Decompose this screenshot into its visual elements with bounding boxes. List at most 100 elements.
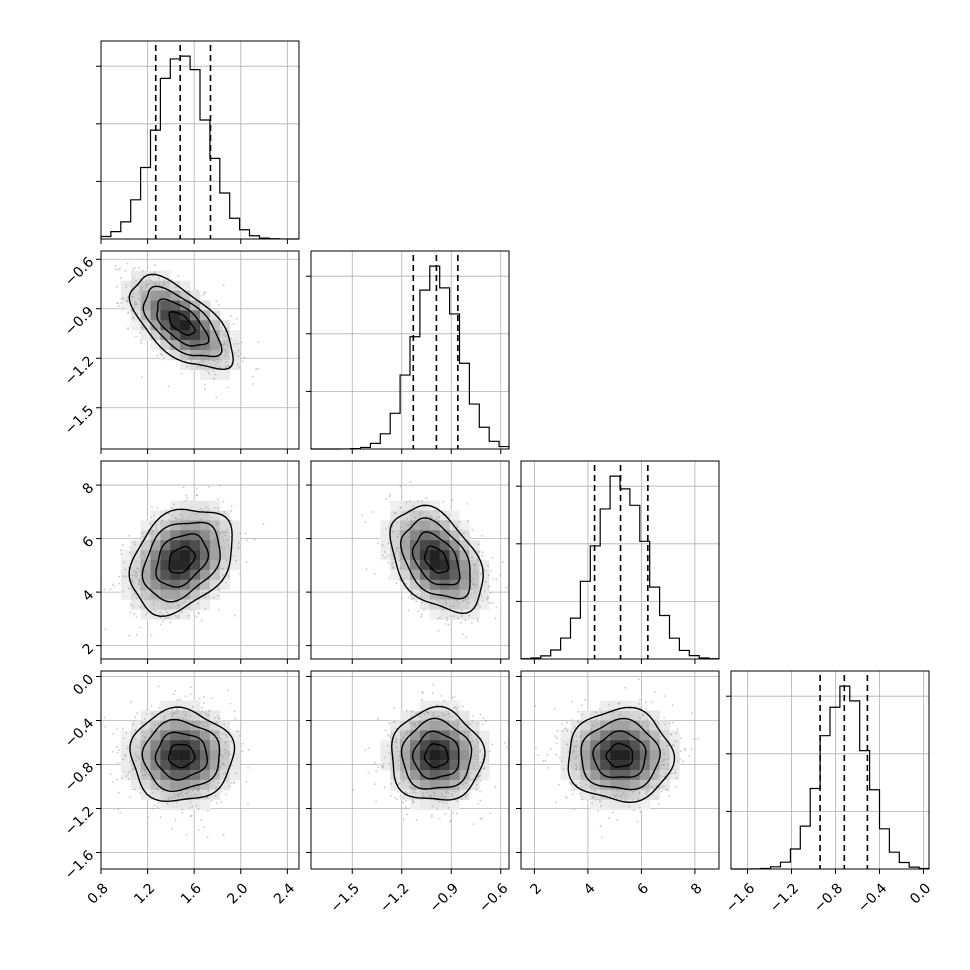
scatter-point bbox=[214, 717, 216, 719]
scatter-point bbox=[572, 748, 575, 751]
density-cell bbox=[120, 740, 131, 751]
scatter-point bbox=[239, 763, 242, 766]
scatter-point bbox=[594, 789, 596, 792]
scatter-point bbox=[671, 772, 673, 775]
density-cell bbox=[580, 760, 591, 771]
density-cell bbox=[580, 720, 591, 731]
scatter-point bbox=[193, 357, 196, 360]
scatter-point bbox=[240, 341, 243, 344]
scatter-point bbox=[182, 718, 184, 721]
contour-1-0-1 bbox=[156, 298, 210, 347]
scatter-point bbox=[140, 569, 143, 572]
scatter-point bbox=[465, 781, 468, 784]
scatter-point bbox=[203, 695, 206, 698]
scatter-point bbox=[491, 743, 493, 746]
scatter-point bbox=[403, 776, 405, 779]
scatter-point bbox=[162, 284, 165, 286]
scatter-point bbox=[391, 564, 393, 566]
scatter-point bbox=[561, 729, 564, 732]
scatter-point bbox=[375, 800, 377, 803]
scatter-point bbox=[680, 750, 682, 753]
scatter-point bbox=[398, 782, 401, 785]
scatter-point bbox=[218, 366, 221, 369]
scatter-point bbox=[655, 797, 657, 799]
scatter-point bbox=[492, 578, 495, 580]
scatter-point bbox=[209, 533, 211, 536]
scatter-point bbox=[153, 271, 156, 274]
scatter-point bbox=[595, 711, 597, 714]
scatter-point bbox=[405, 709, 408, 712]
scatter-point bbox=[391, 530, 394, 533]
scatter-point bbox=[201, 356, 203, 359]
scatter-point bbox=[589, 720, 592, 723]
density-cell bbox=[160, 720, 171, 731]
density-cell bbox=[180, 520, 191, 531]
scatter-point bbox=[189, 356, 191, 359]
scatter-point bbox=[456, 712, 458, 715]
scatter-point bbox=[451, 499, 454, 501]
scatter-point bbox=[138, 579, 141, 582]
scatter-point bbox=[456, 724, 459, 727]
y-tick-label-3-2: −0.8 bbox=[62, 759, 97, 794]
scatter-point bbox=[467, 724, 469, 726]
contour-2-1-1 bbox=[411, 531, 461, 586]
y-tick-label-1-3: −0.6 bbox=[62, 254, 97, 289]
density-cell bbox=[160, 270, 171, 281]
density-cell bbox=[190, 730, 201, 741]
density-cell bbox=[180, 750, 191, 761]
density-cell bbox=[400, 750, 411, 761]
density-cell bbox=[219, 750, 230, 761]
scatter-point bbox=[135, 279, 138, 282]
density-cell bbox=[160, 510, 171, 521]
scatter-point bbox=[402, 818, 405, 821]
scatter-point bbox=[624, 686, 626, 689]
panel-frame-0-0 bbox=[100, 40, 300, 240]
density-cell bbox=[410, 750, 421, 761]
scatter-point bbox=[125, 299, 128, 302]
scatter-point bbox=[421, 601, 423, 604]
scatter-point bbox=[129, 760, 131, 763]
density-cell bbox=[469, 550, 480, 561]
density-cell bbox=[130, 300, 141, 311]
scatter-point bbox=[654, 719, 657, 722]
density-cell bbox=[150, 330, 161, 341]
scatter-point bbox=[121, 777, 123, 779]
scatter-point bbox=[135, 576, 138, 578]
scatter-point bbox=[121, 307, 124, 310]
scatter-point bbox=[388, 576, 390, 579]
scatter-point bbox=[573, 750, 576, 752]
density-cell bbox=[469, 609, 480, 620]
density-cell bbox=[429, 710, 440, 721]
scatter-point bbox=[494, 617, 496, 620]
scatter-point bbox=[111, 781, 114, 783]
density-cell bbox=[229, 340, 240, 351]
density-cell bbox=[219, 320, 230, 331]
density-cell bbox=[229, 730, 240, 741]
scatter-point bbox=[161, 288, 164, 291]
density-cell bbox=[449, 760, 460, 771]
scatter-point bbox=[145, 771, 147, 774]
scatter-point bbox=[104, 628, 107, 631]
scatter-point bbox=[103, 588, 106, 591]
scatter-point bbox=[667, 757, 670, 760]
scatter-point bbox=[377, 717, 379, 720]
density-cell bbox=[479, 740, 490, 751]
scatter-point bbox=[140, 580, 143, 583]
scatter-point bbox=[210, 516, 213, 519]
scatter-point bbox=[406, 813, 409, 816]
density-cell bbox=[180, 720, 191, 731]
scatter-point bbox=[417, 524, 420, 527]
scatter-point bbox=[203, 358, 206, 361]
scatter-point bbox=[505, 746, 508, 749]
scatter-point bbox=[113, 585, 115, 587]
scatter-point bbox=[220, 801, 223, 803]
scatter-point bbox=[576, 721, 579, 723]
scatter-point bbox=[214, 373, 217, 376]
scatter-point bbox=[225, 350, 228, 353]
scatter-point bbox=[166, 611, 168, 614]
scatter-point bbox=[150, 634, 153, 637]
scatter-point bbox=[142, 297, 145, 300]
scatter-point bbox=[594, 798, 597, 801]
scatter-point bbox=[578, 722, 581, 724]
scatter-point bbox=[210, 520, 212, 523]
